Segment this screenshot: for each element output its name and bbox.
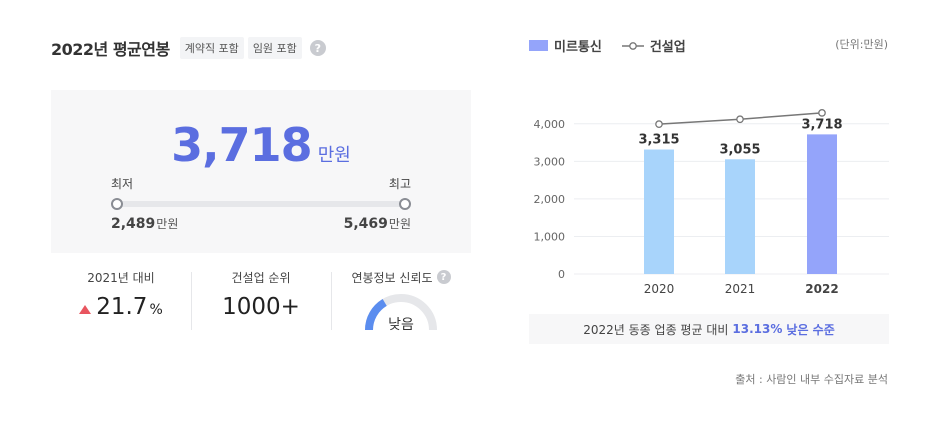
reliability-value: 낮음 [388, 317, 414, 333]
legend-company-label: 미르통신 [554, 40, 602, 55]
salary-average: 3,718 만원 [51, 118, 471, 172]
min-label: 최저 [111, 177, 134, 191]
y-tick-label: 1,000 [534, 230, 566, 243]
industry-point [818, 109, 826, 117]
bar-value-label: 3,055 [719, 142, 760, 157]
compare-pct: 13.13% [732, 322, 783, 336]
y-tick-label: 4,000 [534, 118, 566, 131]
stat-rank-label: 건설업 순위 [231, 270, 291, 285]
x-tick-label: 2022 [805, 282, 838, 296]
salary-range-bar [111, 198, 411, 210]
stat-reliability-label: 연봉정보 신뢰도 ? [331, 268, 471, 286]
range-knob-max [399, 198, 411, 210]
bar-value-label: 3,315 [638, 133, 679, 148]
help-icon[interactable]: ? [309, 40, 326, 56]
legend-company-swatch [529, 40, 548, 51]
y-tick-label: 0 [558, 268, 565, 281]
y-tick-label: 3,000 [534, 155, 566, 168]
bar-value-label: 3,718 [801, 117, 842, 132]
bar [725, 159, 755, 274]
stat-yoy-value: 21.7% [51, 294, 191, 320]
max-value: 5,469만원 [343, 216, 411, 232]
salary-value: 3,718 [171, 118, 313, 172]
compare-prefix: 2022년 동종 업종 평균 대비 [583, 322, 729, 337]
bar [807, 134, 837, 274]
x-tick-label: 2020 [644, 282, 675, 296]
reliability-gauge: 낮음 [363, 292, 439, 333]
up-arrow-icon [79, 304, 92, 314]
stat-rank: 건설업 순위 1000+ [191, 268, 331, 334]
chart-legend: 미르통신 건설업 [529, 36, 686, 55]
salary-unit: 만원 [317, 145, 351, 166]
max-label: 최고 [388, 177, 411, 191]
industry-point [655, 120, 663, 129]
industry-compare: 2022년 동종 업종 평균 대비 13.13% 낮은 수준 [529, 314, 889, 344]
industry-point [736, 115, 744, 124]
x-tick-label: 2021 [725, 282, 756, 296]
min-value: 2,489만원 [111, 216, 179, 232]
source-note: 출처 : 사람인 내부 수집자료 분석 [735, 373, 888, 386]
page-title: 2022년 평균연봉 [51, 40, 170, 59]
stat-reliability: 연봉정보 신뢰도 ? 낮음 [331, 268, 471, 334]
compare-suffix: 낮은 수준 [786, 322, 835, 337]
help-icon[interactable]: ? [436, 270, 451, 284]
tag-executive: 임원 포함 [247, 37, 302, 59]
stat-rank-value: 1000+ [222, 294, 300, 320]
bar [644, 149, 674, 274]
legend-industry-line-icon [621, 41, 644, 50]
y-tick-label: 2,000 [534, 193, 566, 206]
salary-summary: 3,718 만원 최저 최고 2,489만원 5,469만원 [51, 90, 471, 253]
tag-contract: 계약직 포함 [179, 37, 244, 59]
salary-chart: 0 1,000 2,000 3,000 4,000 3,315 2020 3,055 2021 3… [534, 109, 889, 296]
stat-yoy: 2021년 대비 21.7% [51, 268, 191, 334]
stats-row: 2021년 대비 21.7% 건설업 순위 1000+ 연봉정보 신뢰도 ? 낮… [51, 268, 471, 334]
legend-industry-label: 건설업 [649, 40, 686, 55]
stat-yoy-label: 2021년 대비 [87, 270, 155, 285]
title-row: 2022년 평균연봉 계약직 포함 임원 포함 ? [51, 36, 326, 60]
range-knob-min [111, 198, 123, 210]
unit-note: (단위:만원) [835, 38, 888, 51]
